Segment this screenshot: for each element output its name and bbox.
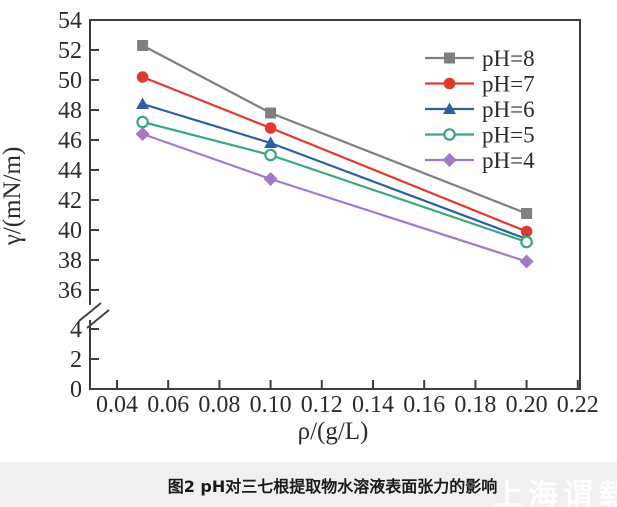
legend-item-pH-8: pH=8 <box>425 46 535 71</box>
legend: pH=8pH=7pH=6pH=5pH=4 <box>425 46 535 173</box>
x-axis-title: ρ/(g/L) <box>298 418 369 445</box>
y-tick-label: 44 <box>58 158 82 184</box>
x-axis-ticks <box>116 380 579 389</box>
x-tick-label: 0.04 <box>96 392 138 418</box>
axes <box>89 19 581 390</box>
y-tick-label: 2 <box>70 347 82 373</box>
marker-triangle <box>443 102 456 114</box>
plot-frame <box>89 19 581 390</box>
watermark-text: 上海谓载 <box>493 478 617 507</box>
marker-diamond <box>135 127 150 141</box>
legend-label: pH=5 <box>482 123 535 148</box>
x-tick-label: 0.10 <box>250 392 292 418</box>
marker-square <box>265 107 277 119</box>
y-axis-break-marks <box>78 302 110 329</box>
y-tick-label: 0 <box>70 377 82 403</box>
y-tick-label: 36 <box>58 278 82 304</box>
legend-label: pH=7 <box>482 72 535 97</box>
marker-square <box>137 40 149 51</box>
figure-caption: 图2 pH对三七根提取物水溶液表面张力的影响 <box>167 476 498 496</box>
y-axis-ticks <box>90 49 99 360</box>
y-tick-label: 40 <box>58 218 82 244</box>
y-tick-label: 46 <box>58 128 82 154</box>
y-tick-label: 48 <box>58 98 82 124</box>
y-tick-label: 50 <box>58 68 82 94</box>
x-tick-label: 0.14 <box>352 392 394 418</box>
series-line <box>142 102 527 241</box>
marker-circle <box>264 122 277 134</box>
y-tick-label: 52 <box>58 38 82 64</box>
legend-item-pH-4: pH=4 <box>425 148 535 173</box>
x-tick-label: 0.20 <box>506 392 548 418</box>
x-tick-label: 0.06 <box>147 392 189 418</box>
marker-circle <box>520 225 533 238</box>
x-tick-label: 0.12 <box>301 392 343 418</box>
marker-circle <box>443 77 456 90</box>
series-pH-5 <box>136 115 533 249</box>
marker-circle-open <box>443 128 456 141</box>
legend-item-pH-6: pH=6 <box>425 97 535 122</box>
series-line <box>142 44 528 215</box>
x-tick-label: 0.08 <box>198 392 240 418</box>
x-tick-label: 0.18 <box>454 392 496 418</box>
y-tick-label: 54 <box>58 8 82 34</box>
legend-label: pH=6 <box>482 97 535 122</box>
marker-triangle <box>264 136 278 148</box>
series-pH-6 <box>136 97 534 244</box>
marker-diamond <box>519 254 534 269</box>
marker-square <box>444 52 455 64</box>
series-pH-8 <box>137 40 533 219</box>
marker-triangle <box>136 97 150 109</box>
y-tick-label: 4 <box>70 317 82 343</box>
series-pH-7 <box>136 71 533 238</box>
marker-circle-open <box>520 235 533 249</box>
series-pH-4 <box>135 127 534 269</box>
legend-label: pH=4 <box>482 148 535 173</box>
legend-label: pH=8 <box>482 46 535 71</box>
y-tick-label: 38 <box>58 248 82 274</box>
marker-circle-open <box>136 115 149 129</box>
y-axis-tick-labels: 36 38 40 42 44 46 48 50 52 54 0 2 4 <box>58 8 82 403</box>
break-slash <box>86 309 110 329</box>
marker-square <box>521 208 533 219</box>
break-slash <box>78 302 102 322</box>
x-tick-label: 0.22 <box>557 392 599 418</box>
series-line <box>142 120 527 244</box>
x-tick-label: 0.16 <box>403 392 445 418</box>
legend-item-pH-5: pH=5 <box>425 123 535 148</box>
caption-bar: 图2 pH对三七根提取物水溶液表面张力的影响 上海谓载 <box>0 462 617 507</box>
x-axis-tick-labels: 0.04 0.06 0.08 0.10 0.12 0.14 0.16 0.18 0.20 0.22 <box>96 392 599 418</box>
legend-item-pH-7: pH=7 <box>425 72 535 97</box>
y-tick-label: 42 <box>58 188 82 214</box>
marker-circle-open <box>264 148 277 162</box>
marker-diamond <box>263 172 278 186</box>
marker-diamond <box>442 153 457 167</box>
marker-circle <box>136 71 149 83</box>
y-axis-title: γ/(mN/m) <box>0 147 26 247</box>
